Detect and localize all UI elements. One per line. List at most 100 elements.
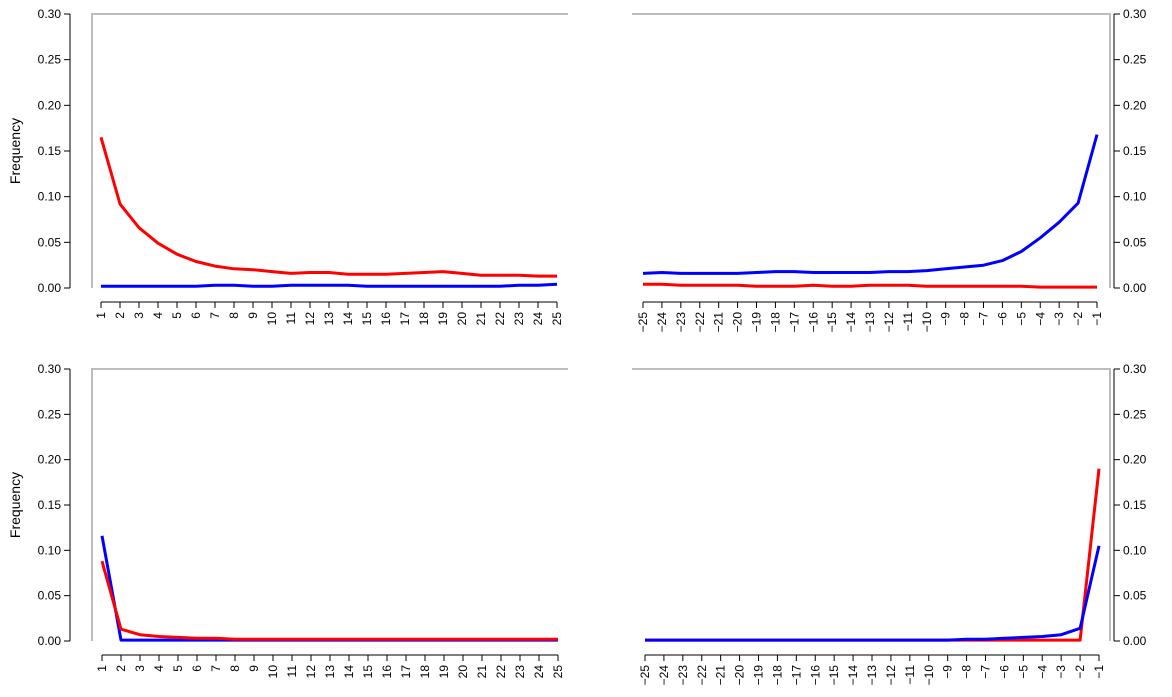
y-tick-label: 0.20: [1123, 453, 1147, 467]
x-tick-label: 16: [379, 312, 393, 326]
y-tick-label: 0.25: [1123, 407, 1147, 421]
x-tick-label: −16: [808, 665, 822, 686]
y-tick-label: 0.15: [38, 498, 62, 512]
x-tick-label: 8: [228, 665, 242, 672]
x-tick-label: 20: [456, 665, 470, 679]
x-tick-label: −25: [636, 312, 650, 333]
x-tick-label: −21: [712, 312, 726, 333]
x-tick-label: −7: [977, 312, 991, 326]
chart-panel-top-right: 0.00 0.05 0.10 0.15 0.20 0.25 0.30 −25 −24 −23 −22…: [632, 7, 1147, 332]
x-tick-label: −25: [638, 665, 652, 686]
y-tick-label: 0.20: [1123, 98, 1147, 112]
x-tick-label: 3: [133, 665, 147, 672]
x-tick-label: −24: [657, 665, 671, 686]
x-tick-label: −18: [768, 312, 782, 333]
chart-panel-bottom-right: 0.00 0.05 0.10 0.15 0.20 0.25 0.30 −25 −24 −23 −22…: [632, 362, 1147, 685]
x-tick-label: −16: [806, 312, 820, 333]
y-tick-label: 0.05: [1123, 589, 1147, 603]
x-tick-label: −9: [939, 312, 953, 326]
x-tick-label: −18: [770, 665, 784, 686]
x-tick-label: −19: [750, 312, 764, 333]
y-tick-label: 0.20: [38, 453, 62, 467]
x-tick-label: 18: [417, 312, 431, 326]
x-tick-label: −6: [995, 312, 1009, 326]
x-tick-label: 20: [455, 312, 469, 326]
x-tick-label: 13: [323, 665, 337, 679]
x-tick-label: 2: [114, 665, 128, 672]
x-tick-label: −17: [787, 312, 801, 333]
x-tick-label: 25: [550, 312, 564, 326]
x-tick-label: 17: [398, 312, 412, 326]
series-line: [100, 560, 558, 641]
x-tick-label: −9: [941, 665, 955, 679]
y-tick-label: 0.25: [38, 53, 62, 67]
x-tick-label: 7: [208, 312, 222, 319]
x-tick-label: −24: [655, 312, 669, 333]
x-tick-label: −14: [846, 665, 860, 686]
x-tick-label: 4: [151, 312, 165, 319]
y-axis-title: Frequency: [7, 472, 23, 538]
x-tick-label: 23: [512, 312, 526, 326]
x-tick-label: −10: [920, 312, 934, 333]
x-tick-label: 11: [284, 312, 298, 325]
y-axis-title: Frequency: [7, 118, 23, 184]
x-tick-label: 24: [532, 665, 546, 679]
y-tick-label: 0.00: [38, 281, 62, 295]
series-line: [99, 136, 557, 278]
x-tick-label: −21: [714, 665, 728, 686]
x-tick-label: 15: [361, 665, 375, 679]
x-tick-label: 12: [303, 312, 317, 326]
x-tick-label: −12: [882, 312, 896, 333]
x-tick-label: 23: [513, 665, 527, 679]
plot-frame: [632, 13, 1111, 288]
series-line: [643, 282, 1097, 289]
y-tick-label: 0.25: [1123, 53, 1147, 67]
series-line: [100, 535, 558, 642]
x-tick-label: 12: [304, 665, 318, 679]
x-tick-label: 21: [474, 312, 488, 326]
x-tick-label: 6: [190, 665, 204, 672]
plot-frame: [91, 368, 568, 641]
x-tick-label: −8: [960, 665, 974, 679]
x-tick-label: −4: [1033, 312, 1047, 326]
x-tick-label: −12: [884, 665, 898, 686]
x-tick-label: −3: [1054, 665, 1068, 679]
x-tick-label: −17: [789, 665, 803, 686]
x-tick-label: 19: [437, 665, 451, 679]
plot-frame: [91, 13, 568, 288]
x-tick-label: −19: [752, 665, 766, 686]
series-line: [645, 468, 1101, 642]
x-tick-label: −14: [844, 312, 858, 333]
x-tick-label: 17: [399, 665, 413, 679]
x-tick-label: 21: [475, 665, 489, 679]
x-tick-label: −2: [1071, 312, 1085, 326]
y-tick-label: 0.25: [38, 407, 62, 421]
x-tick-label: 22: [493, 312, 507, 326]
x-tick-label: 6: [189, 312, 203, 319]
y-tick-label: 0.00: [1123, 634, 1147, 648]
x-tick-label: −5: [1014, 312, 1028, 326]
plot-frame: [632, 368, 1111, 641]
x-tick-label: −7: [979, 665, 993, 679]
x-tick-label: −23: [674, 312, 688, 333]
x-tick-label: 9: [247, 665, 261, 672]
x-tick-label: 10: [265, 312, 279, 326]
y-tick-label: 0.10: [1123, 543, 1147, 557]
y-tick-label: 0.05: [1123, 235, 1147, 249]
x-tick-label: 8: [227, 312, 241, 319]
x-tick-label: 15: [360, 312, 374, 326]
x-tick-label: −15: [827, 665, 841, 686]
x-tick-label: −5: [1016, 665, 1030, 679]
x-tick-label: −6: [997, 665, 1011, 679]
x-tick-label: 1: [95, 665, 109, 672]
x-tick-label: −10: [922, 665, 936, 686]
x-tick-label: 18: [418, 665, 432, 679]
y-tick-label: 0.00: [38, 634, 62, 648]
x-tick-label: 7: [209, 665, 223, 672]
x-tick-label: −2: [1073, 665, 1087, 679]
x-tick-label: 3: [132, 312, 146, 319]
x-tick-label: −13: [863, 312, 877, 333]
x-tick-label: 5: [170, 312, 184, 319]
x-tick-label: 13: [322, 312, 336, 326]
